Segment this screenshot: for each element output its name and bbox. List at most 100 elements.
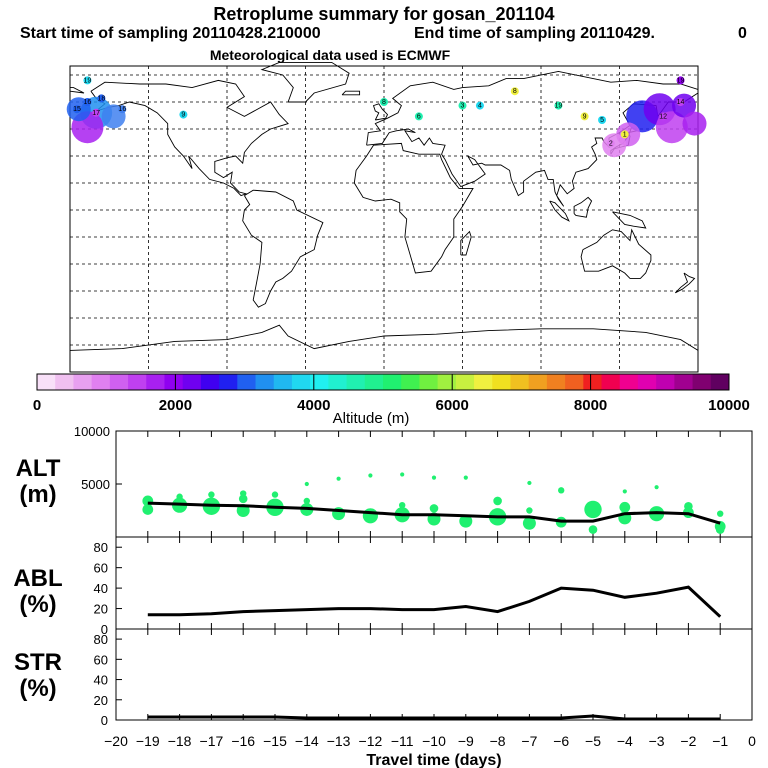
plume-marker [606,139,615,148]
colorbar-swatch [419,374,439,390]
colorbar-swatch [565,374,584,390]
coastline [90,79,289,197]
alt-label-line1: ALT [15,455,61,482]
plume-day-label: 8 [382,99,386,106]
plume-day-label: 17 [92,110,100,117]
plume-day-label: 18 [98,95,106,102]
colorbar-swatch [219,374,238,390]
coastline [366,70,699,207]
colorbar-swatch [255,374,275,390]
x-tick-label: −18 [168,733,192,749]
alt-scatter-point [493,496,502,506]
chart-title: Retroplume summary for gosan_201104 [213,4,555,24]
abl-line [147,585,722,618]
x-axis-label: Travel time (days) [366,752,501,768]
x-tick-label: −2 [680,733,696,749]
plume-day-label: 5 [600,117,604,124]
plume-marker [179,110,188,119]
abl-y-tick-label: 20 [94,602,108,617]
str-y-tick-label: 20 [94,693,108,708]
colorbar-swatch [37,374,56,390]
alt-scatter-point [208,491,215,498]
alt-scatter-point [526,507,533,514]
str-y-tick-label: 60 [94,652,108,667]
plume-day-label: 2 [609,140,613,147]
alt-scatter-point [362,508,378,524]
plume-marker [72,105,81,114]
alt-scatter-point [527,480,532,486]
alt-scatter-point [619,501,631,513]
plume-day-label: 19 [677,77,685,84]
alt-y-tick-label: 5000 [81,477,110,492]
plume-marker [414,112,423,121]
abl-y-tick-label: 80 [94,540,108,555]
abl-y-tick-label: 60 [94,561,108,576]
alt-scatter-point [400,472,405,477]
alt-scatter-point [304,481,309,487]
colorbar-swatch [674,374,694,390]
x-tick-label: −19 [136,733,160,749]
x-tick-label: −11 [391,733,414,749]
plume-marker [92,108,101,117]
colorbar-tick-label: 4000 [297,397,330,414]
plume-day-label: 3 [461,103,465,110]
alt-mean-line [147,501,721,525]
colorbar-swatch [601,374,621,390]
colorbar-tick-label: 0 [33,397,41,414]
abl-label-line1: ABL [13,565,63,592]
colorbar-frame [36,373,730,391]
str-label-line1: STR [14,649,62,676]
colorbar-swatch [128,374,147,390]
coastline [573,196,593,218]
end-time-label: End time of sampling 20110429. [414,25,655,42]
alt-scatter-point [399,502,406,509]
x-tick-label: −13 [327,733,351,749]
alt-scatter-point [368,473,373,478]
plume-day-label: 14 [677,99,685,106]
colorbar-swatch [492,374,511,390]
colorbar-swatch [182,374,202,390]
plume-day-label: 16 [84,99,92,106]
plume-marker [380,98,388,106]
plume-day-label: 4 [478,103,482,110]
colorbar-swatch [546,374,566,390]
alt-scatter-point [684,501,693,511]
colorbar-swatch [273,374,293,390]
colorbar-swatch [619,374,639,390]
x-tick-label: −12 [359,733,383,749]
plume-marker [510,87,519,96]
plume-marker [83,98,92,106]
plume-marker [458,101,467,110]
start-time-label: Start time of sampling 20110428.210000 [20,25,321,42]
plume-day-label: 9 [181,112,185,119]
colorbar-swatch [510,374,530,390]
panel-frame [115,628,753,721]
colorbar-swatch [237,374,257,390]
colorbar-swatch [656,374,675,390]
plume-day-label: 12 [659,113,667,120]
colorbar-swatch [455,374,475,390]
str-panel-label: STR (%) [8,650,68,702]
x-tick-label: 0 [748,733,756,749]
colorbar-swatch [437,374,457,390]
coastline [549,200,570,222]
coastline [460,230,472,256]
colorbar-swatch [528,374,548,390]
alt-scatter-point [238,494,248,504]
alt-scatter-point [336,476,341,481]
colorbar-swatch [692,374,712,390]
plume-marker [659,112,668,121]
met-data-label: Meteorological data used is ECMWF [209,47,451,63]
alt-scatter-point [142,504,154,515]
plume-blob [682,111,707,136]
abl-y-tick-label: 0 [101,622,108,637]
alt-scatter-point [459,514,473,528]
plume-day-label: 16 [118,106,126,113]
plume-marker [118,105,127,114]
plume-marker [676,76,685,85]
x-tick-label: −7 [521,733,537,749]
str-y-tick-label: 40 [94,673,108,688]
plume-marker [598,116,607,124]
alt-scatter-point [240,490,247,497]
